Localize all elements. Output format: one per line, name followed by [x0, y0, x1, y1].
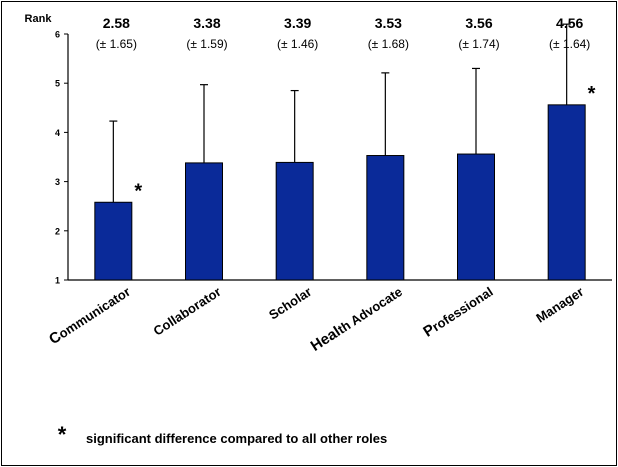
y-tick-label: 5: [55, 79, 60, 89]
bar: [457, 153, 495, 281]
category-label-rest: ommunicator: [56, 284, 133, 341]
category-label: Professional: [420, 283, 496, 340]
category-label-rest: Manager: [533, 284, 586, 326]
value-label: 3.39: [284, 15, 311, 31]
error-label: (± 1.59): [186, 37, 227, 51]
y-axis-label: Rank: [25, 13, 53, 25]
error-bars: [109, 23, 571, 203]
category-label-rest: th Advocate: [335, 284, 405, 337]
y-tick-label: 3: [55, 177, 60, 187]
category-label: Health Advocate: [308, 283, 406, 355]
category-label: Communicator: [46, 283, 133, 348]
value-label: 3.53: [375, 15, 402, 31]
value-label: 3.38: [193, 15, 220, 31]
category-label-rest: rofessional: [429, 284, 495, 334]
y-tick-label: 4: [55, 128, 60, 138]
error-label: (± 1.68): [368, 37, 409, 51]
value-label: 3.56: [465, 15, 492, 31]
bar: [275, 161, 314, 281]
error-label: (± 1.64): [549, 37, 590, 51]
value-labels: * 2.58 (± 1.65) 3.38 (± 1.59) 3.39 (± 1.46) 3.5…: [96, 15, 596, 202]
category-label: Manager: [533, 284, 586, 326]
bar: [366, 155, 405, 281]
value-label: 2.58: [103, 15, 130, 31]
error-label: (± 1.65): [96, 37, 137, 51]
bar: [185, 162, 223, 281]
value-label: 4.56: [556, 15, 583, 31]
footnote: * significant difference compared to all…: [58, 422, 388, 447]
y-ticks: 1 2 3 4 5 6: [55, 30, 68, 286]
category-label: Scholar: [266, 284, 314, 323]
bar: [547, 104, 586, 281]
significance-marker: *: [588, 83, 596, 105]
bar: [94, 201, 133, 281]
significance-marker: *: [134, 180, 142, 202]
error-label: (± 1.46): [277, 37, 318, 51]
footnote-text: significant difference compared to all o…: [86, 431, 387, 446]
axes: [67, 34, 612, 281]
footnote-marker: *: [58, 422, 67, 447]
y-tick-label: 2: [55, 226, 60, 236]
error-label: (± 1.74): [458, 37, 499, 51]
y-tick-label: 1: [55, 276, 60, 286]
category-label-rest: Scholar: [266, 284, 314, 323]
bars: [94, 104, 586, 281]
category-label-rest: Collaborator: [151, 284, 224, 339]
y-tick-label: 6: [55, 30, 60, 40]
category-label: Collaborator: [151, 284, 224, 339]
